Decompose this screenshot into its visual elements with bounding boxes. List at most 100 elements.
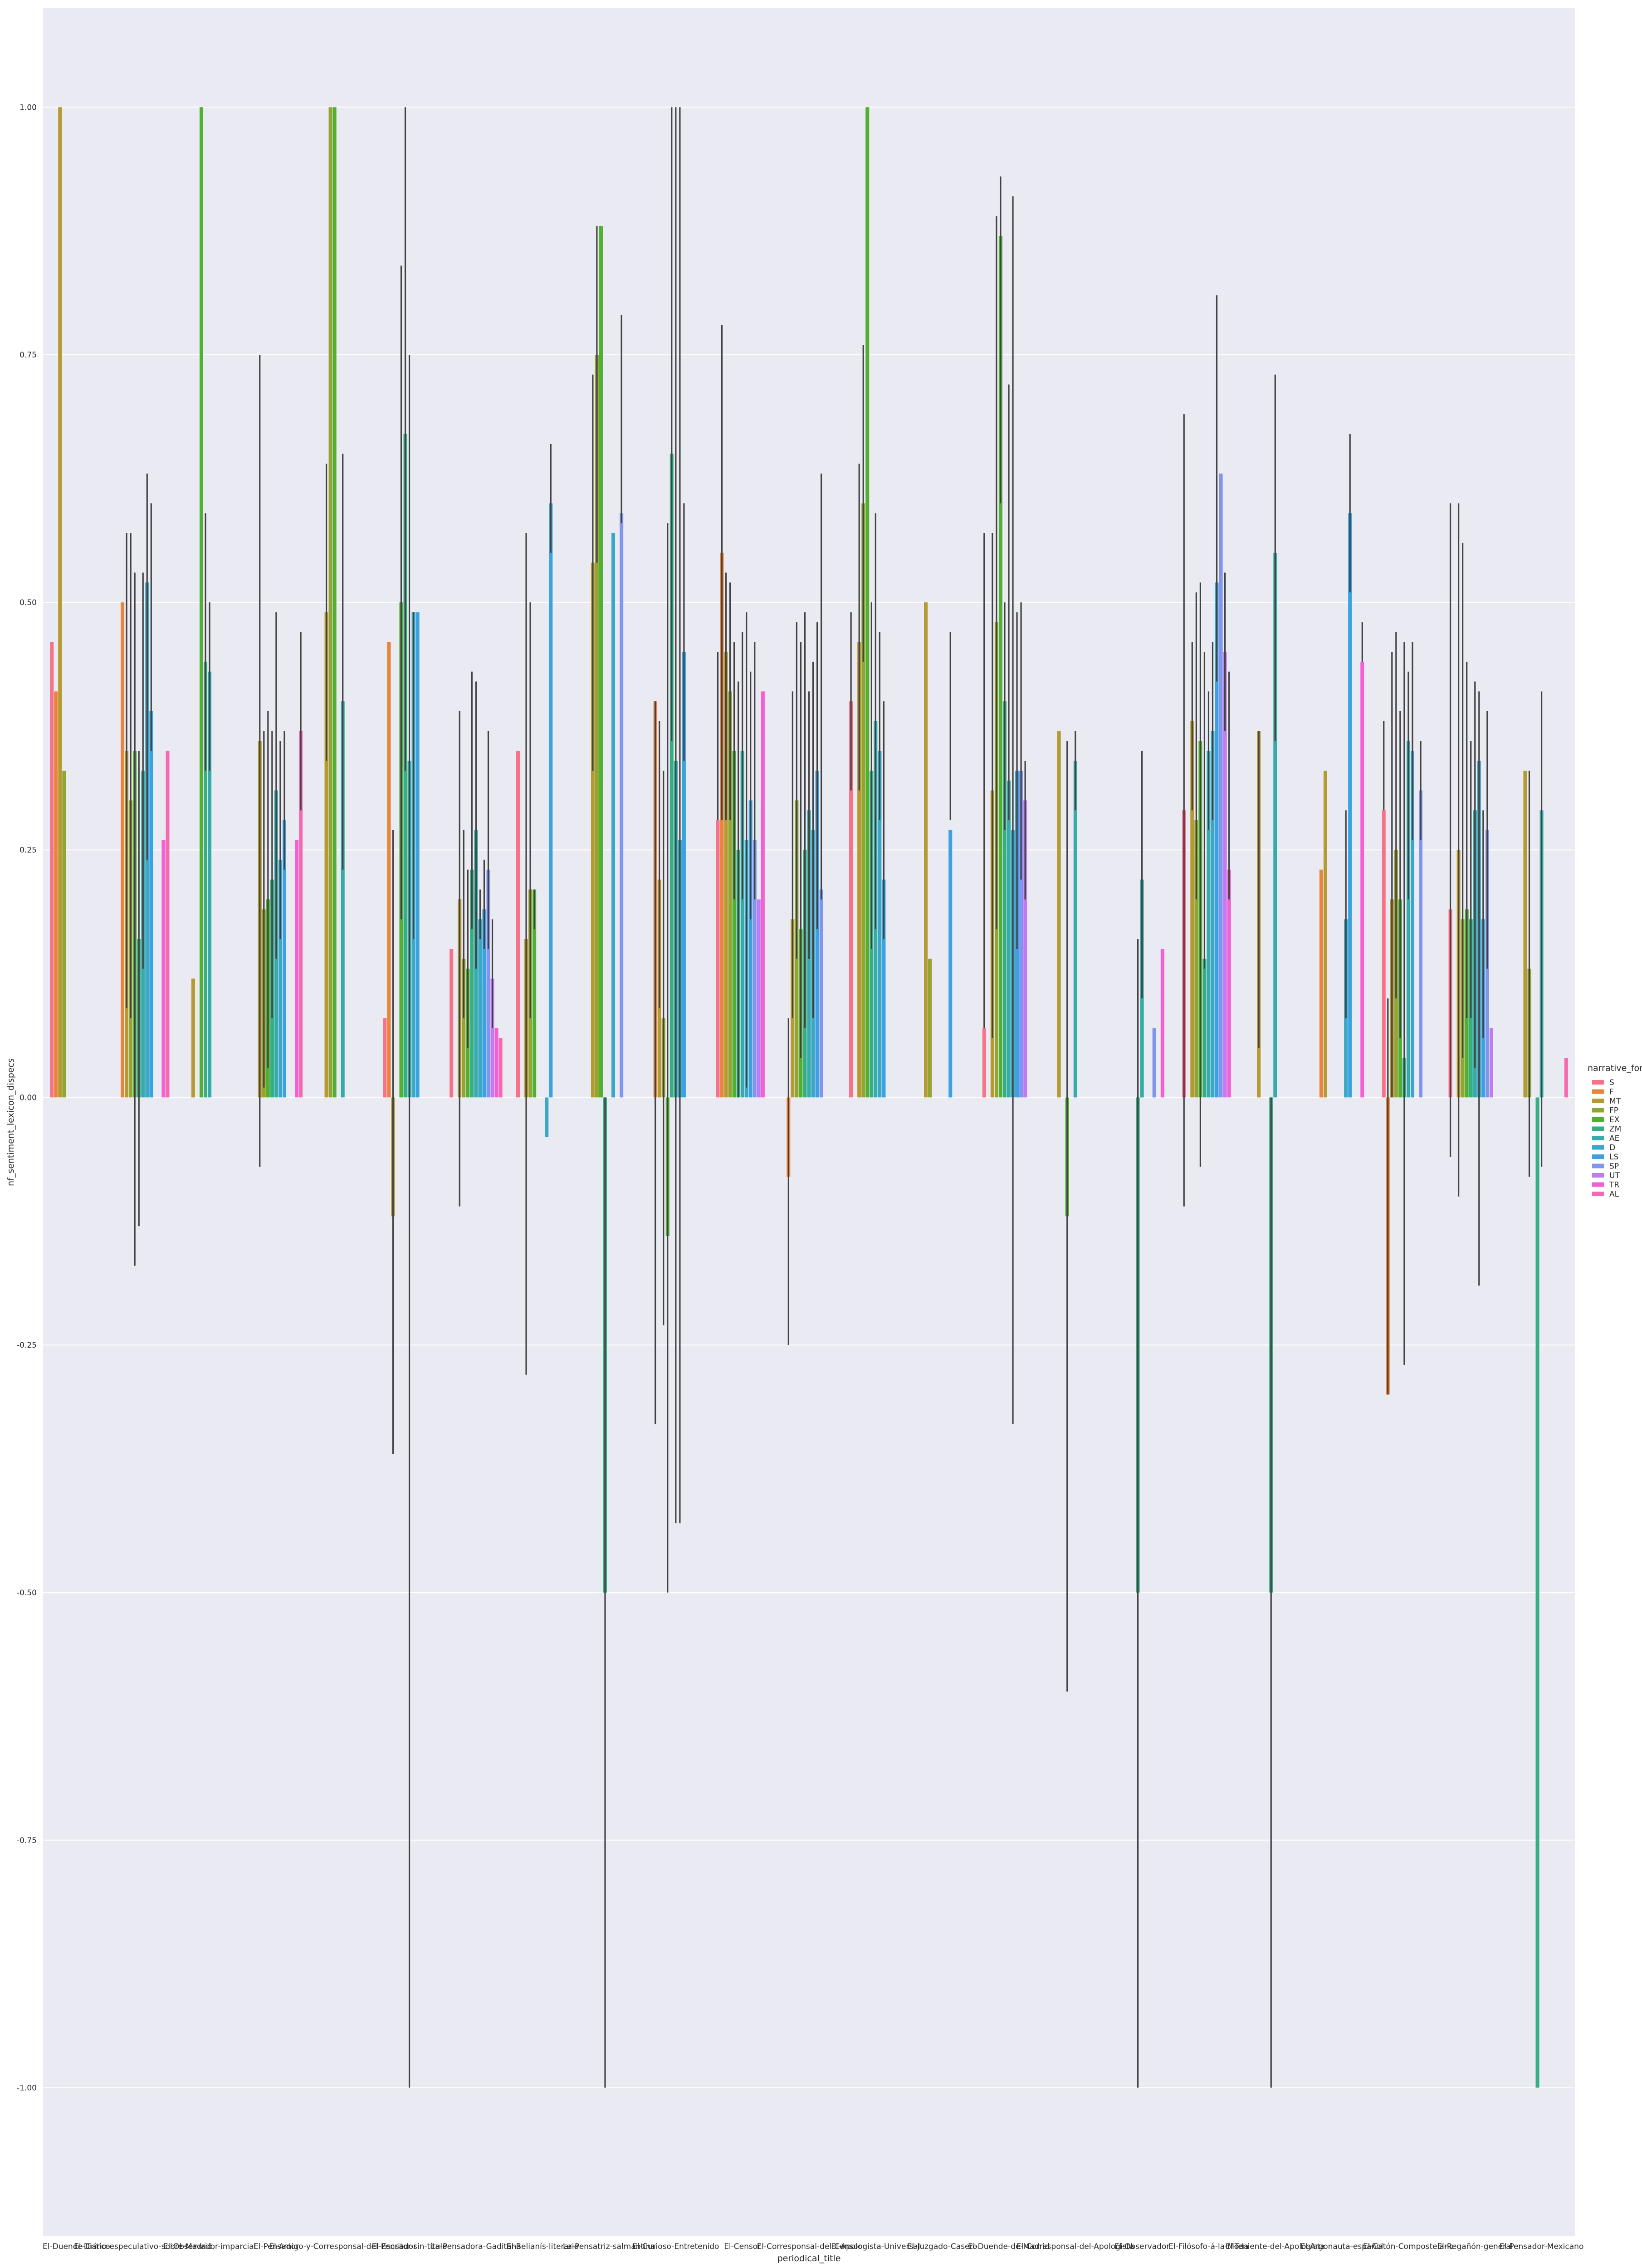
legend-swatch xyxy=(1592,1108,1604,1113)
y-tick-label: -0.50 xyxy=(17,1589,37,1598)
bar xyxy=(1406,741,1410,1098)
x-tick-label: La-Pensadora-Gaditana xyxy=(431,2242,521,2251)
bar xyxy=(415,612,420,1098)
x-tick-label: El-Pensador-Mexicano xyxy=(1500,2242,1584,2251)
bar xyxy=(1382,810,1386,1098)
bar xyxy=(849,701,853,1098)
plot-area xyxy=(43,8,1575,2236)
bar xyxy=(328,107,332,1098)
bar xyxy=(62,770,66,1098)
bar xyxy=(1523,770,1527,1098)
bar xyxy=(191,978,195,1098)
legend-swatch xyxy=(1592,1117,1604,1122)
bar xyxy=(1323,770,1327,1098)
bar xyxy=(1073,761,1077,1098)
legend-swatch xyxy=(1592,1099,1604,1103)
x-tick-label: El-Regañón-general xyxy=(1437,2242,1513,2251)
bar xyxy=(591,562,595,1098)
x-tick-label: El-Escritor-sin-título xyxy=(372,2242,447,2251)
bar xyxy=(761,691,765,1098)
y-tick-labels: -1.00 -0.75 -0.50 -0.25 0.00 0.25 0.50 0.75 1.00 xyxy=(17,103,37,2092)
bar xyxy=(482,909,486,1098)
bar xyxy=(998,236,1002,1098)
x-tick-label: El-Duende-de-Madrid xyxy=(968,2242,1050,2251)
bar xyxy=(54,691,58,1098)
bar xyxy=(1319,870,1323,1098)
legend-item-label: F xyxy=(1609,1088,1614,1097)
bar xyxy=(494,1028,498,1098)
legend-item-label: MT xyxy=(1609,1097,1621,1106)
bar xyxy=(724,652,728,1098)
bar xyxy=(861,503,865,1098)
legend-item-label: SP xyxy=(1609,1162,1619,1171)
legend-swatch xyxy=(1592,1136,1604,1140)
y-axis-label: nf_sentiment_lexicon_dispecs xyxy=(6,1058,16,1186)
bar xyxy=(199,107,204,1098)
bar xyxy=(928,958,932,1098)
bar xyxy=(1194,820,1198,1098)
bar xyxy=(161,840,166,1098)
x-tick-label: El-Corresponsal-del-Apologista xyxy=(1016,2242,1134,2251)
bar xyxy=(620,513,624,1098)
legend-swatch xyxy=(1592,1089,1604,1094)
y-tick-label: 1.00 xyxy=(20,103,37,112)
x-tick-label: El-Diario-especulativo-sobre-Madrid xyxy=(74,2242,212,2251)
bar xyxy=(478,919,482,1098)
bar xyxy=(1419,790,1423,1098)
y-tick-label: -1.00 xyxy=(17,2084,37,2093)
x-tick-label: La-Pensatriz-salmantina xyxy=(563,2242,655,2251)
legend-swatch xyxy=(1592,1145,1604,1150)
x-tick-label: El-Catón-Compostelano xyxy=(1363,2242,1454,2251)
bar xyxy=(149,711,153,1098)
bar xyxy=(516,751,520,1098)
bar xyxy=(208,671,212,1098)
legend-item-label: ZM xyxy=(1609,1125,1621,1134)
bar xyxy=(1057,731,1061,1098)
x-tick-label: El-Pensador xyxy=(254,2242,299,2251)
bar xyxy=(757,899,761,1098)
bar xyxy=(1023,800,1027,1098)
legend-item-label: TR xyxy=(1609,1181,1619,1190)
x-tick-label: El-Amigo-y-Corresponsal-del-Pensador xyxy=(269,2242,416,2251)
bar xyxy=(1273,552,1277,1098)
legend-item-label: EX xyxy=(1609,1115,1620,1124)
bar xyxy=(1219,474,1223,1098)
error-bars xyxy=(126,107,1543,2088)
y-tick-label: 0.00 xyxy=(20,1093,37,1102)
bar xyxy=(740,751,744,1098)
bar xyxy=(924,602,928,1098)
legend-item-label: AL xyxy=(1609,1190,1619,1199)
bar xyxy=(1190,721,1194,1098)
bar xyxy=(611,533,616,1098)
bar xyxy=(1564,1058,1568,1098)
y-tick-label: -0.75 xyxy=(17,1836,37,1845)
x-tick-label: El-Observador xyxy=(1114,2242,1169,2251)
bar xyxy=(982,1028,986,1098)
bar xyxy=(486,870,490,1098)
bar xyxy=(50,642,54,1098)
bar xyxy=(819,889,823,1098)
bar xyxy=(387,642,391,1098)
bar xyxy=(282,820,286,1098)
x-tick-label: El-Curioso-Entretenido xyxy=(632,2242,719,2251)
bar xyxy=(204,661,208,1098)
bar xyxy=(166,751,170,1098)
legend-swatch xyxy=(1592,1173,1604,1178)
bar xyxy=(295,840,299,1098)
bar xyxy=(1360,661,1364,1098)
bar xyxy=(948,830,953,1098)
bar xyxy=(882,880,886,1098)
bar xyxy=(533,889,537,1098)
legend-swatch xyxy=(1592,1192,1604,1196)
x-tick-label: El-Censor xyxy=(724,2242,761,2251)
bar xyxy=(595,355,599,1098)
legend-item-label: D xyxy=(1609,1144,1615,1153)
bar xyxy=(1002,701,1007,1098)
x-tick-label: El-Observador-imparcial xyxy=(163,2242,256,2251)
x-tick-label: El-Teniente-del-Apologista xyxy=(1226,2242,1325,2251)
bar xyxy=(865,107,870,1098)
bar xyxy=(1410,751,1414,1098)
legend-swatch xyxy=(1592,1182,1604,1187)
x-axis-label: periodical_title xyxy=(777,2253,841,2263)
